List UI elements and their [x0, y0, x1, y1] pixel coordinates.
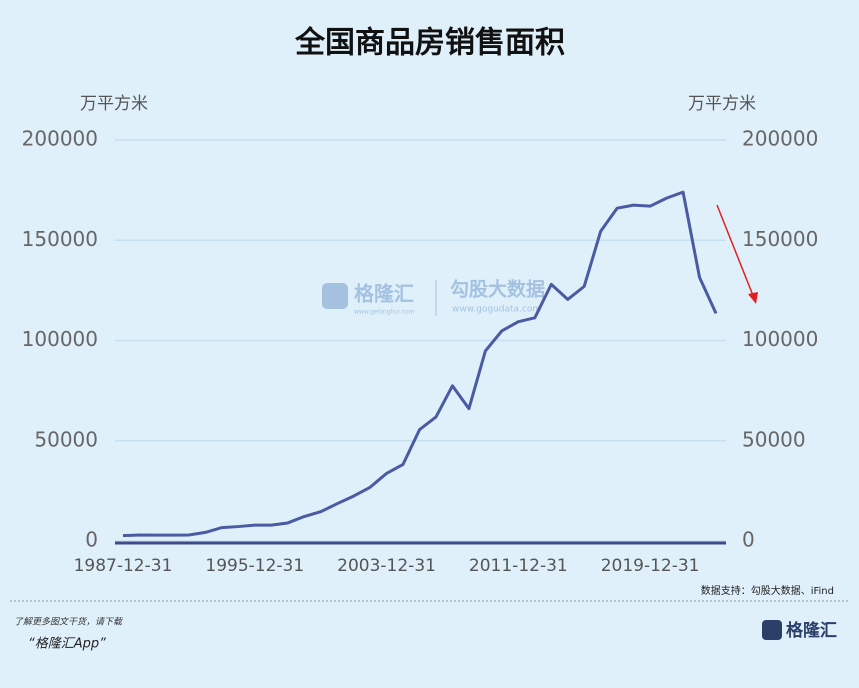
- y2-tick-label: 50000: [742, 427, 806, 451]
- x-tick-label: 2011-12-31: [469, 556, 568, 576]
- y2-tick-label: 100000: [742, 327, 818, 351]
- footer-logo: 格隆汇: [786, 620, 837, 641]
- x-tick-label: 2019-12-31: [601, 556, 700, 576]
- y2-tick-label: 0: [742, 528, 755, 552]
- source-note: 数据支持：勾股大数据、iFind: [701, 584, 834, 597]
- y-axis-label: 万平方米: [80, 94, 148, 114]
- watermark-brand: 格隆汇: [354, 282, 414, 306]
- x-tick-label: 2003-12-31: [337, 556, 436, 576]
- footer-text: “格隆汇App”: [28, 637, 106, 652]
- y2-tick-label: 200000: [742, 127, 818, 151]
- footer-logo-icon: [762, 620, 782, 640]
- y-tick-label: 100000: [22, 327, 98, 351]
- footer-text: 了解更多图文干货，请下载: [14, 617, 123, 628]
- y2-axis-label: 万平方米: [688, 94, 756, 114]
- y-tick-label: 50000: [34, 427, 98, 451]
- arrow-head: [748, 292, 758, 304]
- x-tick-label: 1995-12-31: [205, 556, 304, 576]
- watermark-url: www.gogudata.com: [452, 305, 541, 315]
- watermark-partner: 勾股大数据: [450, 278, 545, 301]
- y-tick-label: 200000: [22, 127, 98, 151]
- trend-arrow: [716, 204, 755, 299]
- y-tick-label: 150000: [22, 227, 98, 251]
- watermark: 格隆汇 www.gelonghui.com 勾股大数据 www.gogudata…: [322, 278, 545, 316]
- x-tick-label: 1987-12-31: [74, 556, 173, 576]
- data-line: [122, 190, 718, 538]
- watermark-logo: [322, 283, 348, 309]
- y2-tick-label: 150000: [742, 227, 818, 251]
- y-tick-label: 0: [85, 528, 98, 552]
- chart-title: 全国商品房销售面积: [294, 26, 565, 61]
- watermark-url: www.gelonghui.com: [354, 309, 415, 316]
